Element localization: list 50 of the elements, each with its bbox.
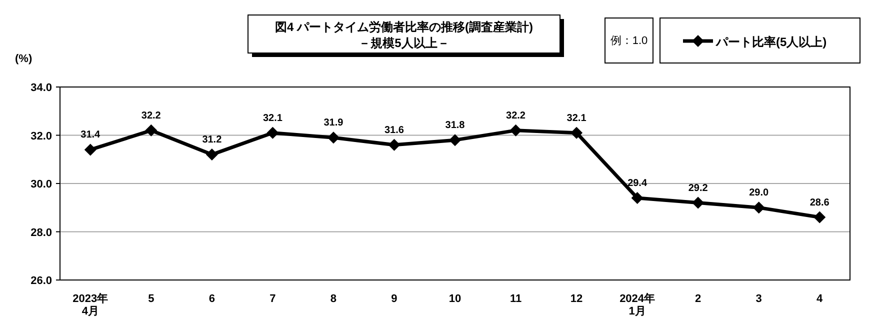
point <box>266 126 279 139</box>
point <box>388 138 400 151</box>
chart-subtitle: －規模5人以上－ <box>358 36 450 50</box>
point <box>631 192 644 204</box>
legend: パート比率(5人以上) <box>660 18 860 64</box>
data-label: 32.2 <box>141 110 162 122</box>
y-tick-label: 28.0 <box>30 226 52 239</box>
x-tick-label: 2024年 1月 <box>620 292 656 318</box>
data-label: 32.1 <box>566 112 587 124</box>
y-tick-label: 26.0 <box>30 275 52 287</box>
data-label: 31.6 <box>384 124 404 136</box>
y-tick-label: 34.0 <box>30 82 52 94</box>
data-label: 31.8 <box>445 120 466 132</box>
data-label: 28.6 <box>810 197 830 208</box>
data-label: 29.0 <box>749 188 770 199</box>
x-tick-label: 11 <box>510 293 522 305</box>
x-tick-label: 10 <box>448 293 462 305</box>
point <box>327 132 340 144</box>
x-tick-label: 2 <box>695 293 702 305</box>
data-label: 32.2 <box>506 110 526 122</box>
point <box>84 144 96 156</box>
data-label: 32.1 <box>262 112 283 124</box>
data-label: 31.4 <box>80 130 101 141</box>
point <box>206 148 218 161</box>
point <box>510 124 522 136</box>
text: 例：1.0 <box>610 35 648 47</box>
x-tick-label: 6 <box>208 293 215 305</box>
x-tick-label: 7 <box>270 293 276 305</box>
data-label: 31.9 <box>324 118 344 129</box>
y-tick-label: 30.0 <box>30 178 52 190</box>
chart-title: 図4 パートタイム労働者比率の推移(調査産業計) <box>275 20 534 34</box>
x-tick-label: 8 <box>330 293 337 305</box>
legend-label: パート比率(5人以上) <box>715 35 827 49</box>
x-tick-label: 2023年 4月 <box>72 292 108 318</box>
point <box>449 134 461 146</box>
data-label: 29.4 <box>628 178 648 189</box>
x-tick-label: 4 <box>816 293 824 305</box>
y-tick-label: 32.0 <box>30 130 52 142</box>
point <box>570 126 583 139</box>
x-tick-label: 5 <box>148 293 154 305</box>
data-label: 31.2 <box>202 134 222 146</box>
x-tick-label: 12 <box>570 293 583 305</box>
x-tick-label: 9 <box>391 293 398 305</box>
point <box>692 196 704 209</box>
point <box>752 202 765 214</box>
point <box>145 124 158 136</box>
point <box>814 211 826 224</box>
data-label: 29.2 <box>688 182 708 194</box>
y-axis-title: (%) <box>15 53 32 65</box>
x-tick-label: 3 <box>756 293 762 305</box>
